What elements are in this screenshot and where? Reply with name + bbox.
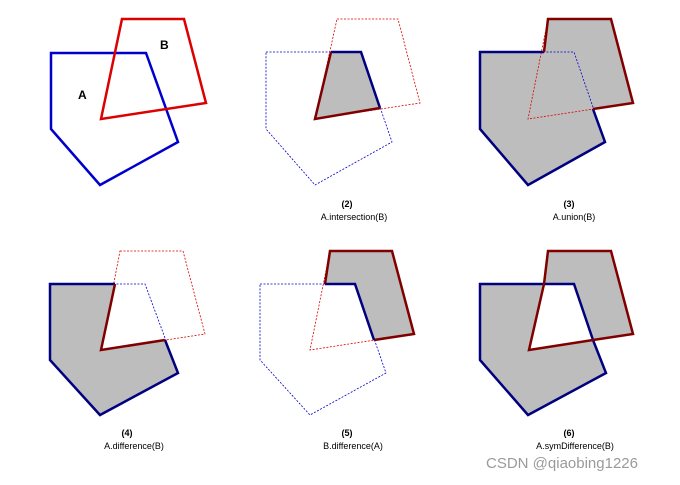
label-a: A bbox=[78, 88, 87, 102]
result-region bbox=[325, 251, 414, 340]
result-edge-b bbox=[313, 51, 381, 121]
polygon-b-outline bbox=[100, 250, 206, 351]
result-edge-a-inner bbox=[544, 282, 595, 341]
result-edge-b bbox=[542, 249, 635, 342]
label-b: B bbox=[160, 38, 169, 52]
caption-operation: A.symDifference(B) bbox=[536, 441, 614, 451]
result-region bbox=[480, 19, 633, 185]
result-edge-b bbox=[323, 249, 416, 342]
result-region-a bbox=[480, 284, 606, 415]
caption-number: (5) bbox=[342, 428, 353, 438]
caption-number: (2) bbox=[342, 199, 353, 209]
result-edge-a bbox=[331, 50, 382, 109]
panel-sym-difference: (6) A.symDifference(B) bbox=[478, 249, 635, 451]
polygon-a-outline bbox=[265, 51, 393, 186]
result-edge-a bbox=[478, 282, 608, 417]
result-edge-a bbox=[478, 50, 607, 187]
panel-b-difference-a: (5) B.difference(A) bbox=[259, 249, 416, 451]
result-region-b bbox=[544, 251, 633, 340]
caption-number: (6) bbox=[564, 428, 575, 438]
caption-number: (4) bbox=[122, 428, 133, 438]
result-edge-b bbox=[99, 283, 166, 352]
result-edge-a bbox=[325, 282, 376, 341]
panel-a-difference-b: (4) A.difference(B) bbox=[48, 250, 206, 451]
polygon-a-outline bbox=[479, 51, 606, 186]
caption-operation: A.union(B) bbox=[553, 212, 596, 222]
result-edge-a bbox=[48, 282, 180, 417]
polygon-a-outline bbox=[259, 283, 387, 416]
result-region bbox=[50, 284, 178, 415]
result-edge-b bbox=[542, 17, 635, 111]
polygon-b bbox=[99, 17, 208, 121]
caption-operation: A.intersection(B) bbox=[321, 212, 388, 222]
caption-number: (3) bbox=[564, 199, 575, 209]
watermark: CSDN @qiaobing1226 bbox=[486, 455, 638, 472]
caption-operation: B.difference(A) bbox=[323, 441, 383, 451]
polygon-a bbox=[49, 51, 180, 187]
panel-union: (3) A.union(B) bbox=[478, 17, 635, 222]
panel-inputs: A B bbox=[49, 17, 208, 187]
result-edge-b-inner bbox=[527, 283, 594, 352]
result-region bbox=[315, 52, 380, 119]
caption-operation: A.difference(B) bbox=[104, 441, 164, 451]
panel-intersection: (2) A.intersection(B) bbox=[265, 18, 421, 222]
